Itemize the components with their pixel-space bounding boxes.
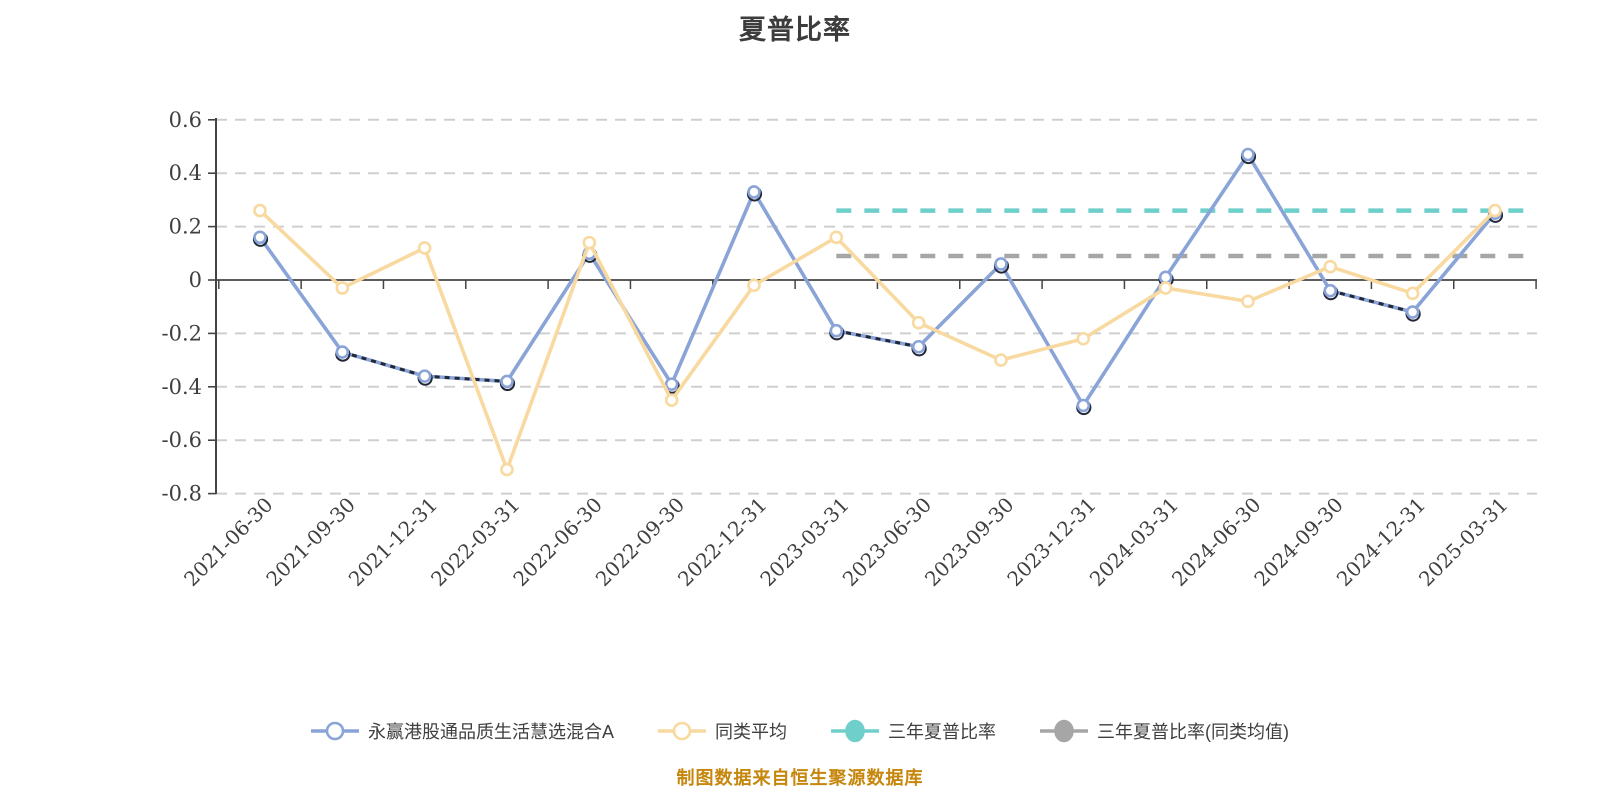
fund-data-point[interactable] — [1158, 270, 1173, 285]
peer-data-point[interactable] — [1488, 203, 1502, 218]
peer-data-point[interactable] — [747, 278, 761, 293]
legend-marker-icon — [831, 719, 879, 743]
y-tick-label: 0 — [189, 268, 202, 292]
legend-item-3[interactable]: 三年夏普比率(同类均值) — [1040, 718, 1289, 744]
legend-label: 同类平均 — [715, 722, 787, 742]
peer-data-point[interactable] — [1241, 294, 1255, 309]
peer-data-point[interactable] — [911, 315, 926, 330]
legend-label: 三年夏普比率 — [888, 722, 996, 742]
peer-data-point[interactable] — [500, 462, 514, 477]
fund-series-dash-overlay — [836, 329, 919, 349]
fund-data-point[interactable] — [253, 230, 267, 245]
y-tick-label: -0.2 — [162, 321, 203, 345]
fund-data-point[interactable] — [1323, 283, 1338, 298]
peer-data-point[interactable] — [582, 235, 597, 250]
fund-data-point[interactable] — [747, 185, 761, 199]
peer-data-point[interactable] — [1405, 286, 1420, 301]
legend-marker-icon — [310, 721, 359, 741]
legend-item-0[interactable]: 永赢港股通品质生活慧选混合A — [310, 718, 614, 744]
y-tick-label: -0.6 — [162, 428, 203, 452]
chart-legend: 永赢港股通品质生活慧选混合A 同类平均 三年夏普比率 三年夏普比率(同类均值) — [0, 712, 1600, 750]
y-tick-label: -0.4 — [162, 375, 203, 399]
x-tick-label: 2025-03-31 — [1414, 493, 1513, 592]
legend-marker-icon — [1040, 719, 1088, 743]
legend-item-1[interactable]: 同类平均 — [658, 718, 787, 744]
fund-series-dash-overlay — [1329, 289, 1413, 314]
peer-data-point[interactable] — [253, 203, 267, 218]
fund-series-dash-overlay — [341, 350, 426, 378]
peer-data-point[interactable] — [417, 241, 432, 255]
peer-data-point[interactable] — [829, 230, 844, 245]
fund-series-dash-overlay — [424, 374, 508, 383]
fund-data-point[interactable] — [500, 374, 514, 389]
legend-label: 永赢港股通品质生活慧选混合A — [367, 722, 614, 742]
peer-data-point[interactable] — [1076, 331, 1091, 346]
fund-data-point[interactable] — [1076, 398, 1091, 413]
fund-data-point[interactable] — [994, 257, 1008, 271]
legend-label: 三年夏普比率(同类均值) — [1097, 722, 1289, 742]
fund-data-point[interactable] — [911, 339, 926, 354]
peer-data-point[interactable] — [664, 393, 679, 407]
fund-data-point[interactable] — [335, 345, 350, 359]
fund-data-point[interactable] — [664, 377, 679, 391]
fund-data-point[interactable] — [829, 323, 844, 338]
peer-data-point[interactable] — [1323, 259, 1338, 274]
y-tick-label: 0.4 — [169, 161, 202, 185]
peer-data-point[interactable] — [1158, 281, 1173, 295]
data-source-note: 制图数据来自恒生聚源数据库 — [676, 768, 924, 788]
y-tick-label: 0.6 — [169, 108, 202, 132]
peer-data-point[interactable] — [335, 281, 350, 295]
fund-data-point[interactable] — [1405, 305, 1420, 319]
peer-data-point[interactable] — [994, 353, 1008, 367]
fund-data-point[interactable] — [417, 369, 432, 383]
y-tick-label: -0.8 — [162, 482, 203, 506]
chart-title: 夏普比率 — [739, 15, 851, 45]
legend-marker-icon — [658, 721, 706, 741]
y-tick-label: 0.2 — [169, 215, 202, 239]
fund-data-point[interactable] — [1241, 147, 1255, 162]
legend-item-2[interactable]: 三年夏普比率 — [831, 718, 996, 744]
peer-series-line[interactable] — [258, 209, 1497, 472]
